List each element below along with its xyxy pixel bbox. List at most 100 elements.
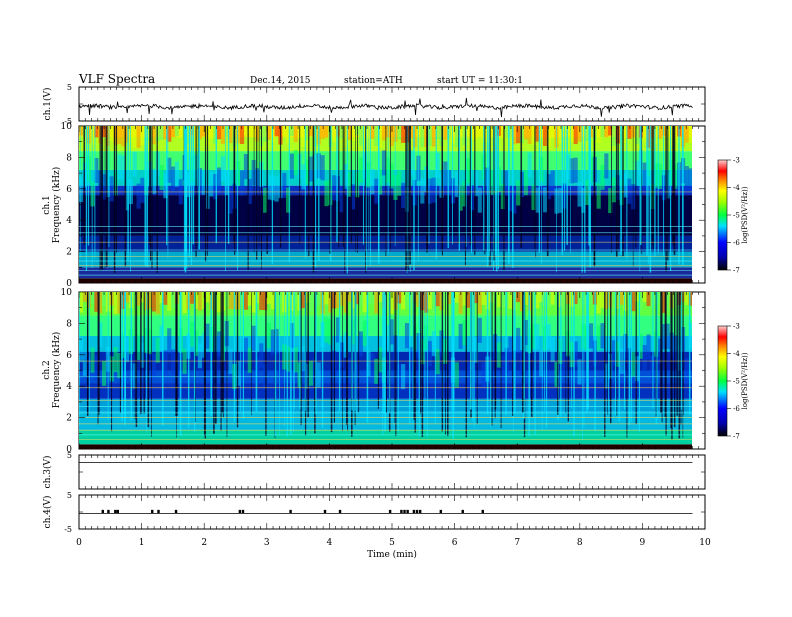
spectro-texture <box>140 177 145 203</box>
spectro-texture <box>266 323 272 349</box>
spectro-texture <box>128 178 133 204</box>
spectro-texture <box>500 183 505 210</box>
spectro-texture <box>539 292 544 303</box>
spectro-texture <box>477 292 482 314</box>
spectro-texture <box>144 169 149 196</box>
ch4-pulse <box>415 509 419 514</box>
spectro-texture <box>562 353 567 379</box>
spectro-texture <box>136 292 141 306</box>
spectro-texture <box>420 126 425 147</box>
spectro-texture <box>125 185 130 211</box>
spectro-texture <box>293 149 298 176</box>
spectro-texture <box>408 347 413 373</box>
spectro-texture <box>205 292 210 303</box>
x-tick-label: 0 <box>76 538 82 548</box>
spectro-texture <box>523 292 528 305</box>
spectro-texture <box>324 292 329 305</box>
spectro-texture <box>431 292 436 313</box>
spectro-texture <box>454 172 459 198</box>
spectro-texture <box>121 292 126 309</box>
spectro-texture <box>378 169 383 195</box>
spectro-texture <box>385 292 390 313</box>
spectro-texture <box>278 361 283 387</box>
spectro-texture <box>477 187 482 213</box>
spectro-texture <box>305 363 310 389</box>
ch2-colorbar-label: log(PSD(V²/Hz)) <box>741 352 749 409</box>
spectro-texture <box>450 178 456 204</box>
spectro-texture <box>473 337 479 363</box>
header-station: station=ATH <box>344 76 403 86</box>
spectro-texture <box>458 292 463 314</box>
spectro-texture <box>190 321 195 347</box>
spectro-texture <box>550 336 555 362</box>
ch1-colorbar-label: log(PSD(V²/Hz)) <box>741 186 749 243</box>
ch4-waveform-trace <box>79 509 693 514</box>
spectro-texture <box>358 157 364 183</box>
colorbar-tick-label: -5 <box>733 378 740 386</box>
spectro-texture <box>217 292 222 313</box>
spectro-texture <box>447 292 452 305</box>
spectro-texture <box>90 292 95 304</box>
spectro-texture <box>535 187 540 213</box>
spectro-texture <box>581 292 586 303</box>
ch4-pulse <box>412 509 416 514</box>
spectro-texture <box>301 126 306 147</box>
spectro-texture <box>255 126 260 142</box>
spectro-texture <box>374 126 379 146</box>
spectro-texture <box>247 347 252 373</box>
spectro-texture <box>516 126 521 144</box>
spectro-texture <box>117 126 122 145</box>
spectro-texture <box>588 292 594 305</box>
y-tick-label: 10 <box>61 288 73 298</box>
spectro-texture <box>305 159 310 185</box>
spectro-texture <box>542 126 548 146</box>
spectro-texture <box>389 292 394 314</box>
spectro-texture <box>117 154 122 180</box>
spectro-texture <box>355 292 360 305</box>
spectro-texture <box>634 356 640 382</box>
spectro-texture <box>102 126 107 138</box>
spectro-texture <box>358 331 364 357</box>
spectro-texture <box>688 126 692 144</box>
spectro-texture <box>362 126 367 143</box>
y-tick-label: 5 <box>67 83 72 92</box>
y-tick-label: -5 <box>64 525 72 534</box>
spectro-texture <box>558 187 563 213</box>
spectro-texture <box>174 126 179 137</box>
spectro-texture <box>240 126 245 145</box>
spectro-texture <box>332 175 337 201</box>
spectro-texture <box>454 362 459 388</box>
spectro-texture <box>611 292 617 313</box>
colorbar-tick-label: -5 <box>733 212 740 220</box>
spectro-texture <box>209 126 214 140</box>
spectro-texture <box>86 357 91 383</box>
spectro-texture <box>447 126 452 139</box>
spectro-texture <box>197 343 202 369</box>
spectro-texture <box>439 292 444 311</box>
spectro-texture <box>531 126 536 145</box>
spectro-texture <box>389 319 394 345</box>
ch4-pulse <box>461 509 464 514</box>
spectro-texture <box>596 325 601 351</box>
spectro-texture <box>596 183 601 209</box>
spectro-texture <box>542 187 548 213</box>
spectro-band <box>79 430 692 445</box>
spectro-texture <box>573 292 578 305</box>
spectro-texture <box>569 158 574 184</box>
spectro-texture <box>263 187 268 213</box>
colorbar-tick-label: -3 <box>733 157 740 165</box>
chart-title: VLF Spectra <box>78 72 155 86</box>
spectro-texture <box>351 292 356 309</box>
spectro-texture <box>94 292 99 312</box>
spectro-texture <box>370 292 375 305</box>
spectro-texture <box>94 157 99 184</box>
spectro-texture <box>79 176 84 202</box>
spectro-texture <box>251 325 256 351</box>
spectro-texture <box>289 323 295 349</box>
spectro-texture <box>278 292 283 304</box>
y-tick-label: 6 <box>66 185 72 195</box>
spectro-texture <box>105 171 110 198</box>
spectro-texture <box>443 161 448 187</box>
spectro-texture <box>615 175 620 201</box>
spectro-texture <box>82 292 87 302</box>
